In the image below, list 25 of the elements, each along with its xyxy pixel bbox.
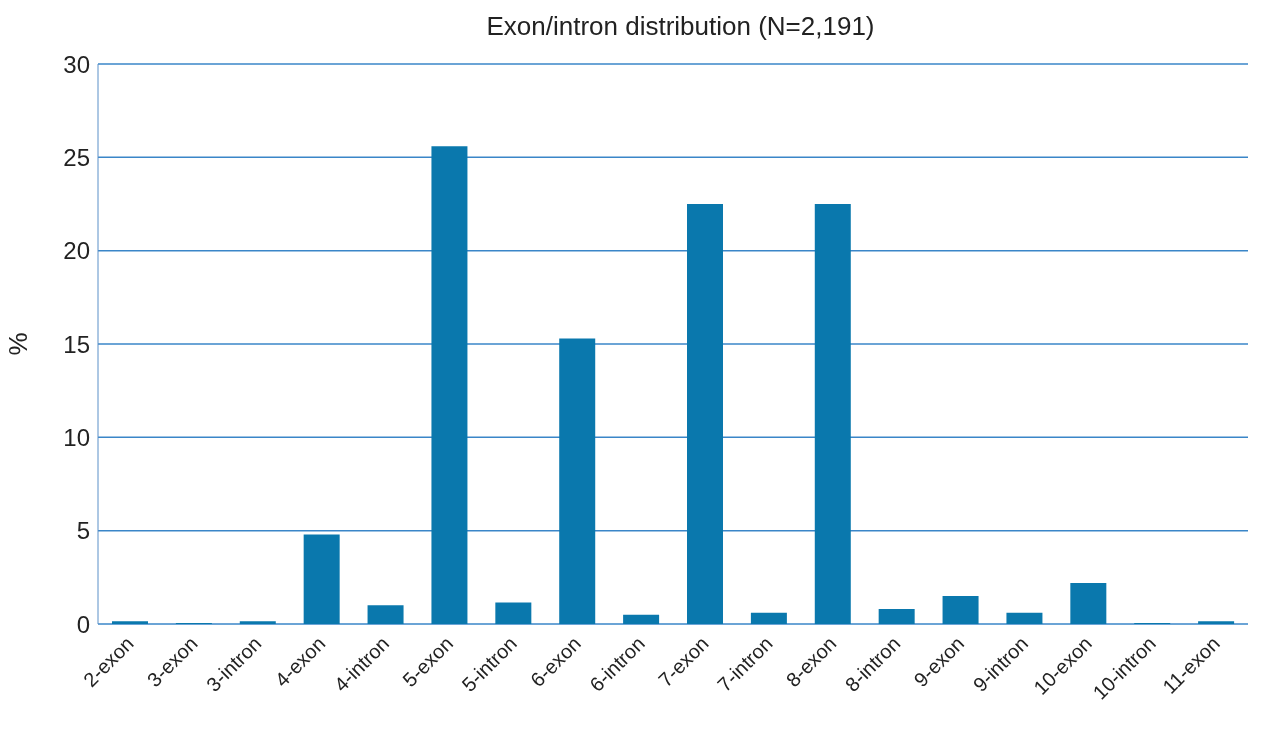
bar [239, 621, 276, 624]
chart-title: Exon/intron distribution (N=2,191) [485, 10, 876, 43]
y-tick-label: 20 [63, 237, 90, 265]
y-tick-label: 25 [63, 143, 90, 171]
bar [942, 596, 979, 624]
y-tick-label: 30 [63, 50, 90, 78]
y-tick-label: 5 [76, 517, 90, 545]
bar [559, 338, 596, 624]
bar [367, 605, 404, 624]
bar [687, 204, 723, 624]
bar [1198, 621, 1235, 624]
y-axis-title: % [3, 332, 34, 356]
y-tick-label: 15 [63, 330, 90, 358]
bar [1070, 582, 1107, 624]
bar [623, 614, 660, 624]
bar [303, 534, 340, 624]
bar [112, 621, 148, 624]
bar [750, 612, 787, 624]
y-tick-label: 10 [63, 423, 90, 451]
bar [1006, 612, 1043, 624]
bar [495, 602, 532, 624]
bar [431, 146, 468, 624]
bar [814, 204, 851, 624]
bar [878, 609, 915, 624]
y-tick-label: 0 [76, 610, 90, 638]
